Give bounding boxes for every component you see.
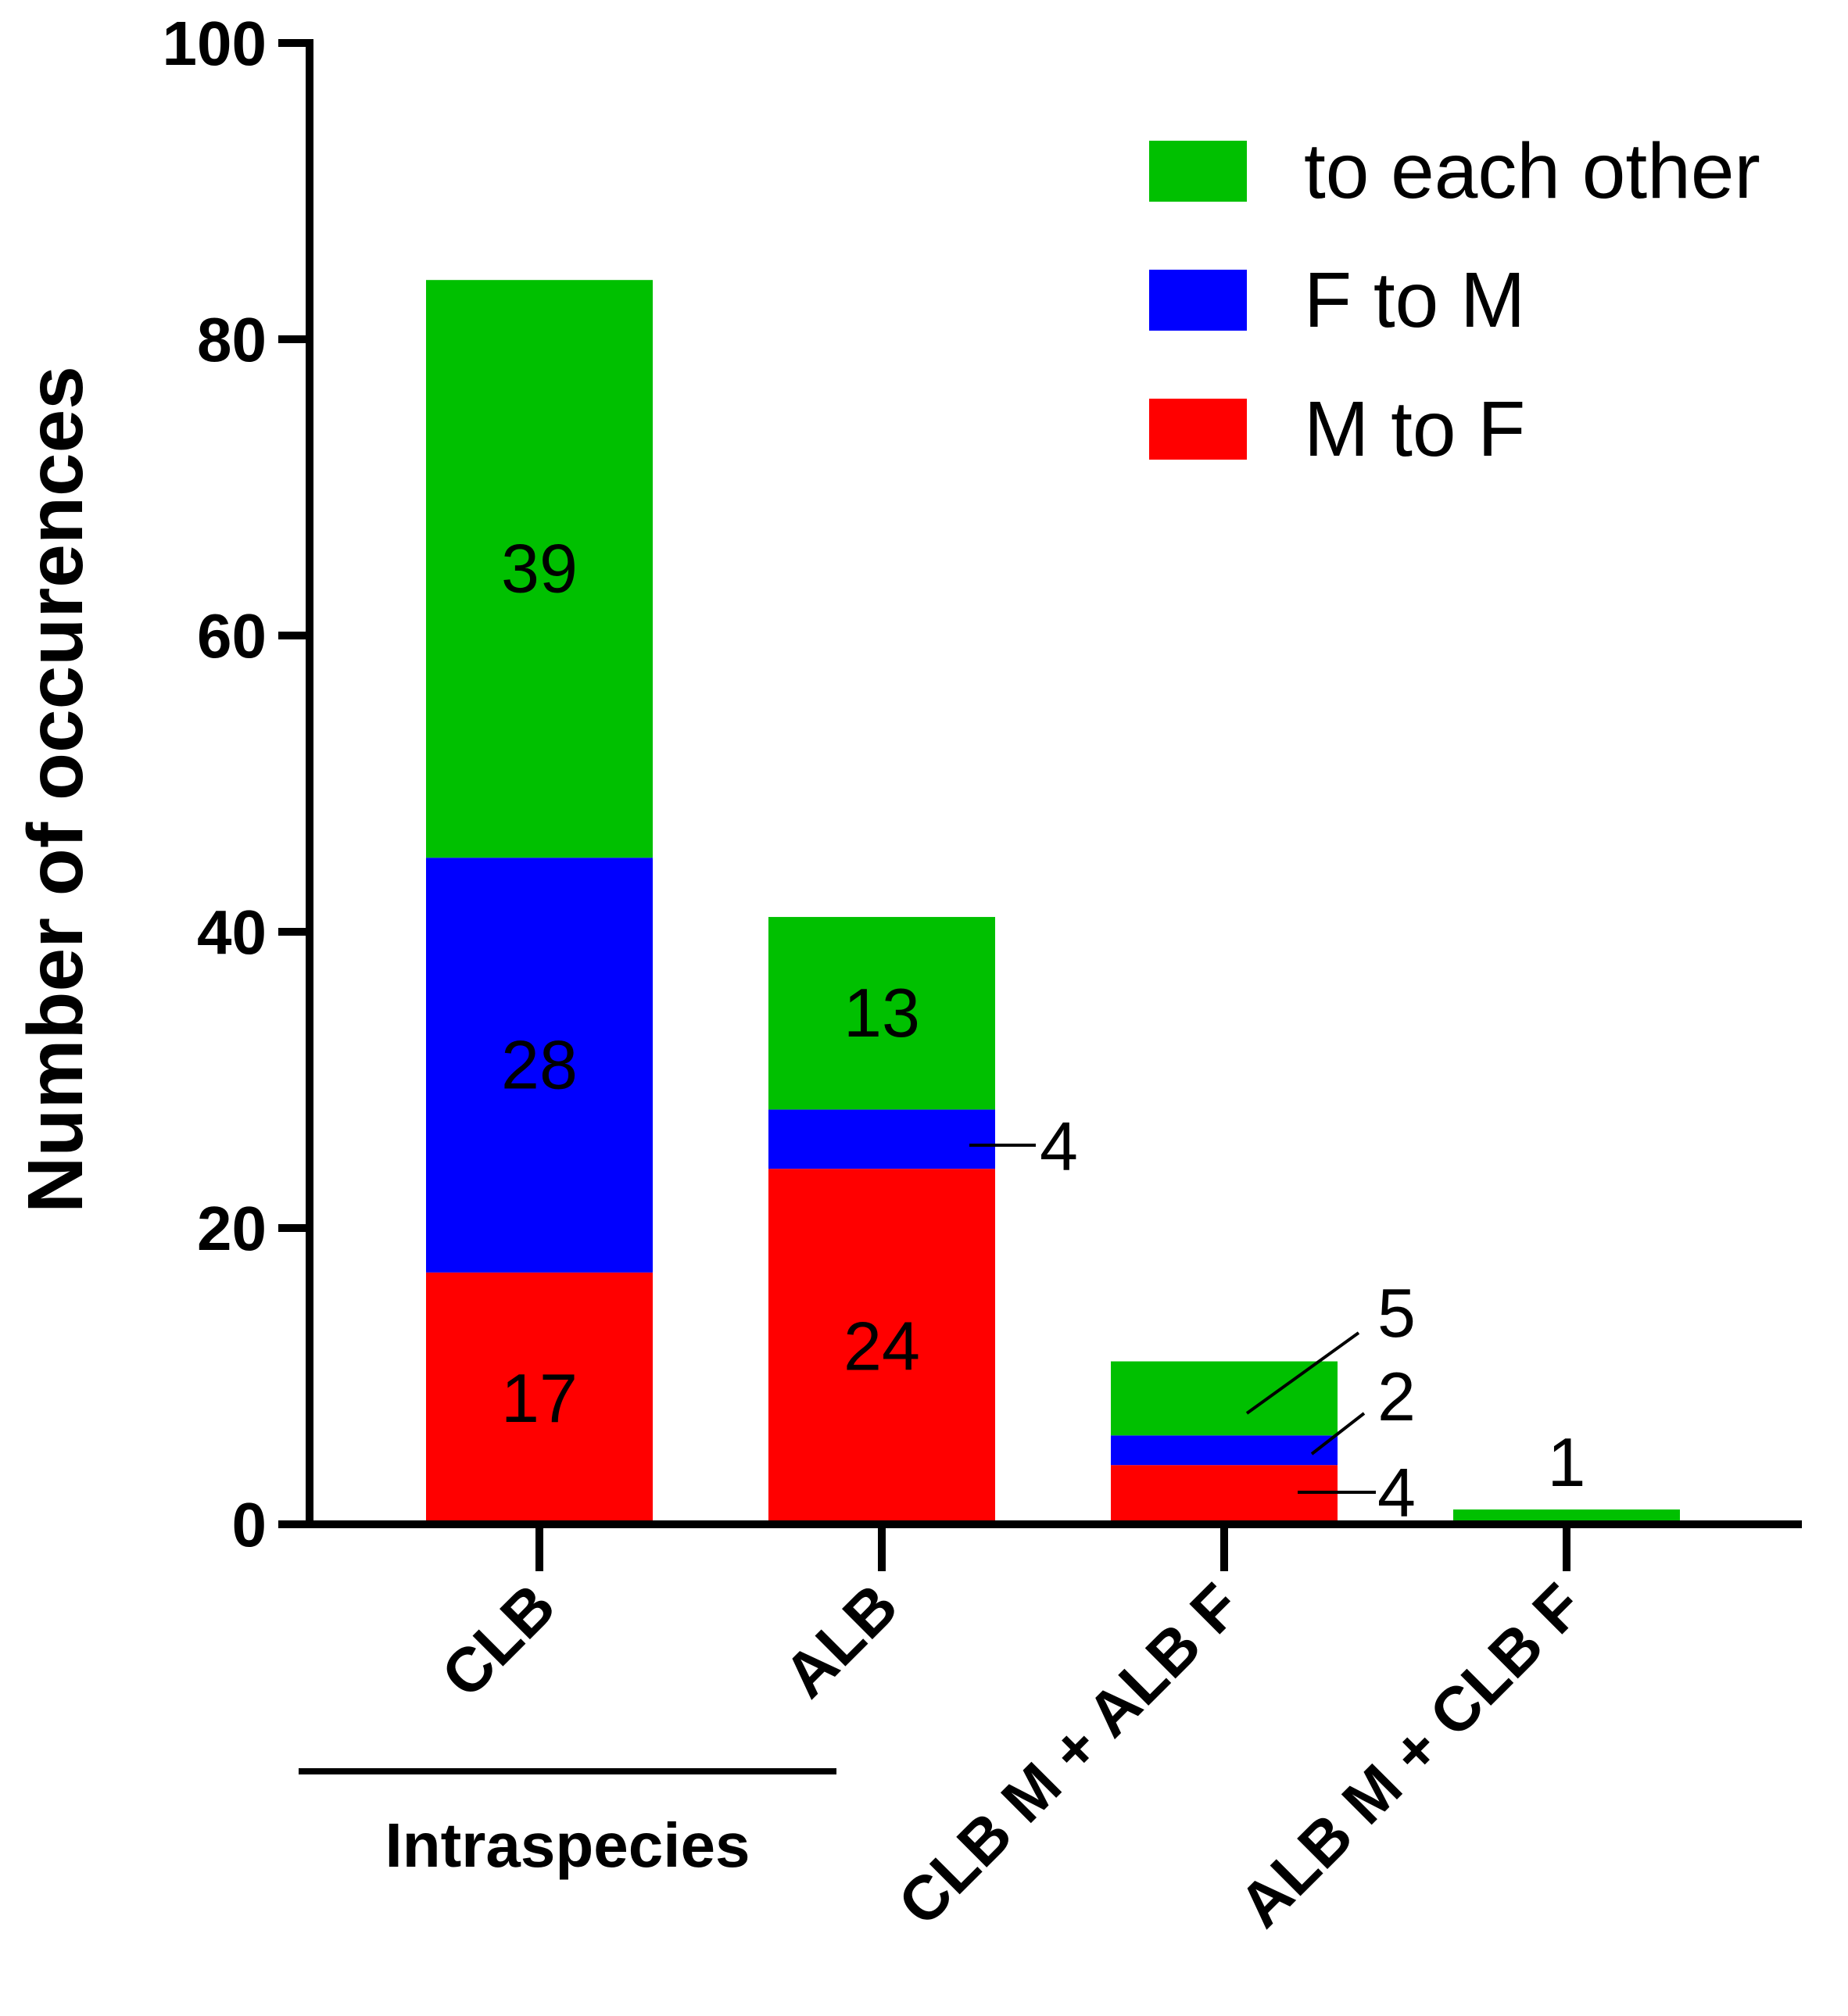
- leader-line-2-1: [1310, 1412, 1366, 1456]
- data-label-0-0: 17: [501, 1359, 578, 1437]
- bar-m-to-f-2: [1111, 1465, 1338, 1524]
- data-label-2-0: 4: [1377, 1454, 1416, 1531]
- bar-to-each-other-0: [426, 280, 653, 858]
- leader-line-2-2: [1245, 1331, 1360, 1415]
- y-tick-label-0: 0: [232, 1490, 267, 1559]
- data-label-3-2: 1: [1548, 1423, 1586, 1501]
- bar-f-to-m-1: [768, 1109, 995, 1169]
- x-tick-label-3: ALB M + CLB F: [1226, 1570, 1596, 1940]
- data-label-2-2: 5: [1377, 1274, 1416, 1352]
- data-label-1-2: 13: [843, 974, 920, 1051]
- y-ticks: 0 20 40 60 80 100: [163, 9, 310, 1559]
- data-label-1-1: 4: [1040, 1108, 1078, 1185]
- x-tick-label-1: ALB: [771, 1570, 911, 1710]
- y-axis-label: Number of occurences: [12, 366, 99, 1213]
- bars-layer: [426, 280, 1680, 1524]
- y-tick-label-100: 100: [163, 9, 267, 78]
- bar-m-to-f-1: [768, 1169, 995, 1524]
- legend-swatch-to-each-other: [1149, 141, 1247, 202]
- data-label-0-2: 39: [501, 530, 578, 607]
- y-tick-label-20: 20: [197, 1194, 267, 1263]
- y-tick-label-40: 40: [197, 897, 267, 967]
- bar-m-to-f-0: [426, 1272, 653, 1524]
- data-label-2-1: 2: [1377, 1358, 1416, 1435]
- legend-swatch-m-to-f: [1149, 399, 1247, 460]
- group-label: Intraspecies: [385, 1810, 750, 1880]
- bar-f-to-m-0: [426, 858, 653, 1273]
- legend-label-f-to-m: F to M: [1304, 256, 1525, 344]
- data-labels: 17 28 39 24 4 13 4 25 1: [501, 530, 1585, 1531]
- bar-to-each-other-1: [768, 917, 995, 1110]
- legend-swatch-f-to-m: [1149, 270, 1247, 331]
- legend-label-m-to-f: M to F: [1304, 385, 1525, 473]
- x-tick-label-2: CLB M + ALB F: [885, 1570, 1253, 1939]
- group-annotation: Intraspecies: [299, 1768, 836, 1880]
- bar-f-to-m-2: [1111, 1435, 1338, 1466]
- data-label-0-1: 28: [501, 1026, 578, 1104]
- legend: to each other F to M M to F: [1149, 127, 1760, 473]
- legend-label-to-each-other: to each other: [1304, 127, 1760, 215]
- y-tick-label-80: 80: [197, 305, 267, 374]
- x-tick-label-0: CLB: [428, 1570, 568, 1710]
- data-label-1-0: 24: [843, 1308, 920, 1385]
- y-tick-label-60: 60: [197, 601, 267, 671]
